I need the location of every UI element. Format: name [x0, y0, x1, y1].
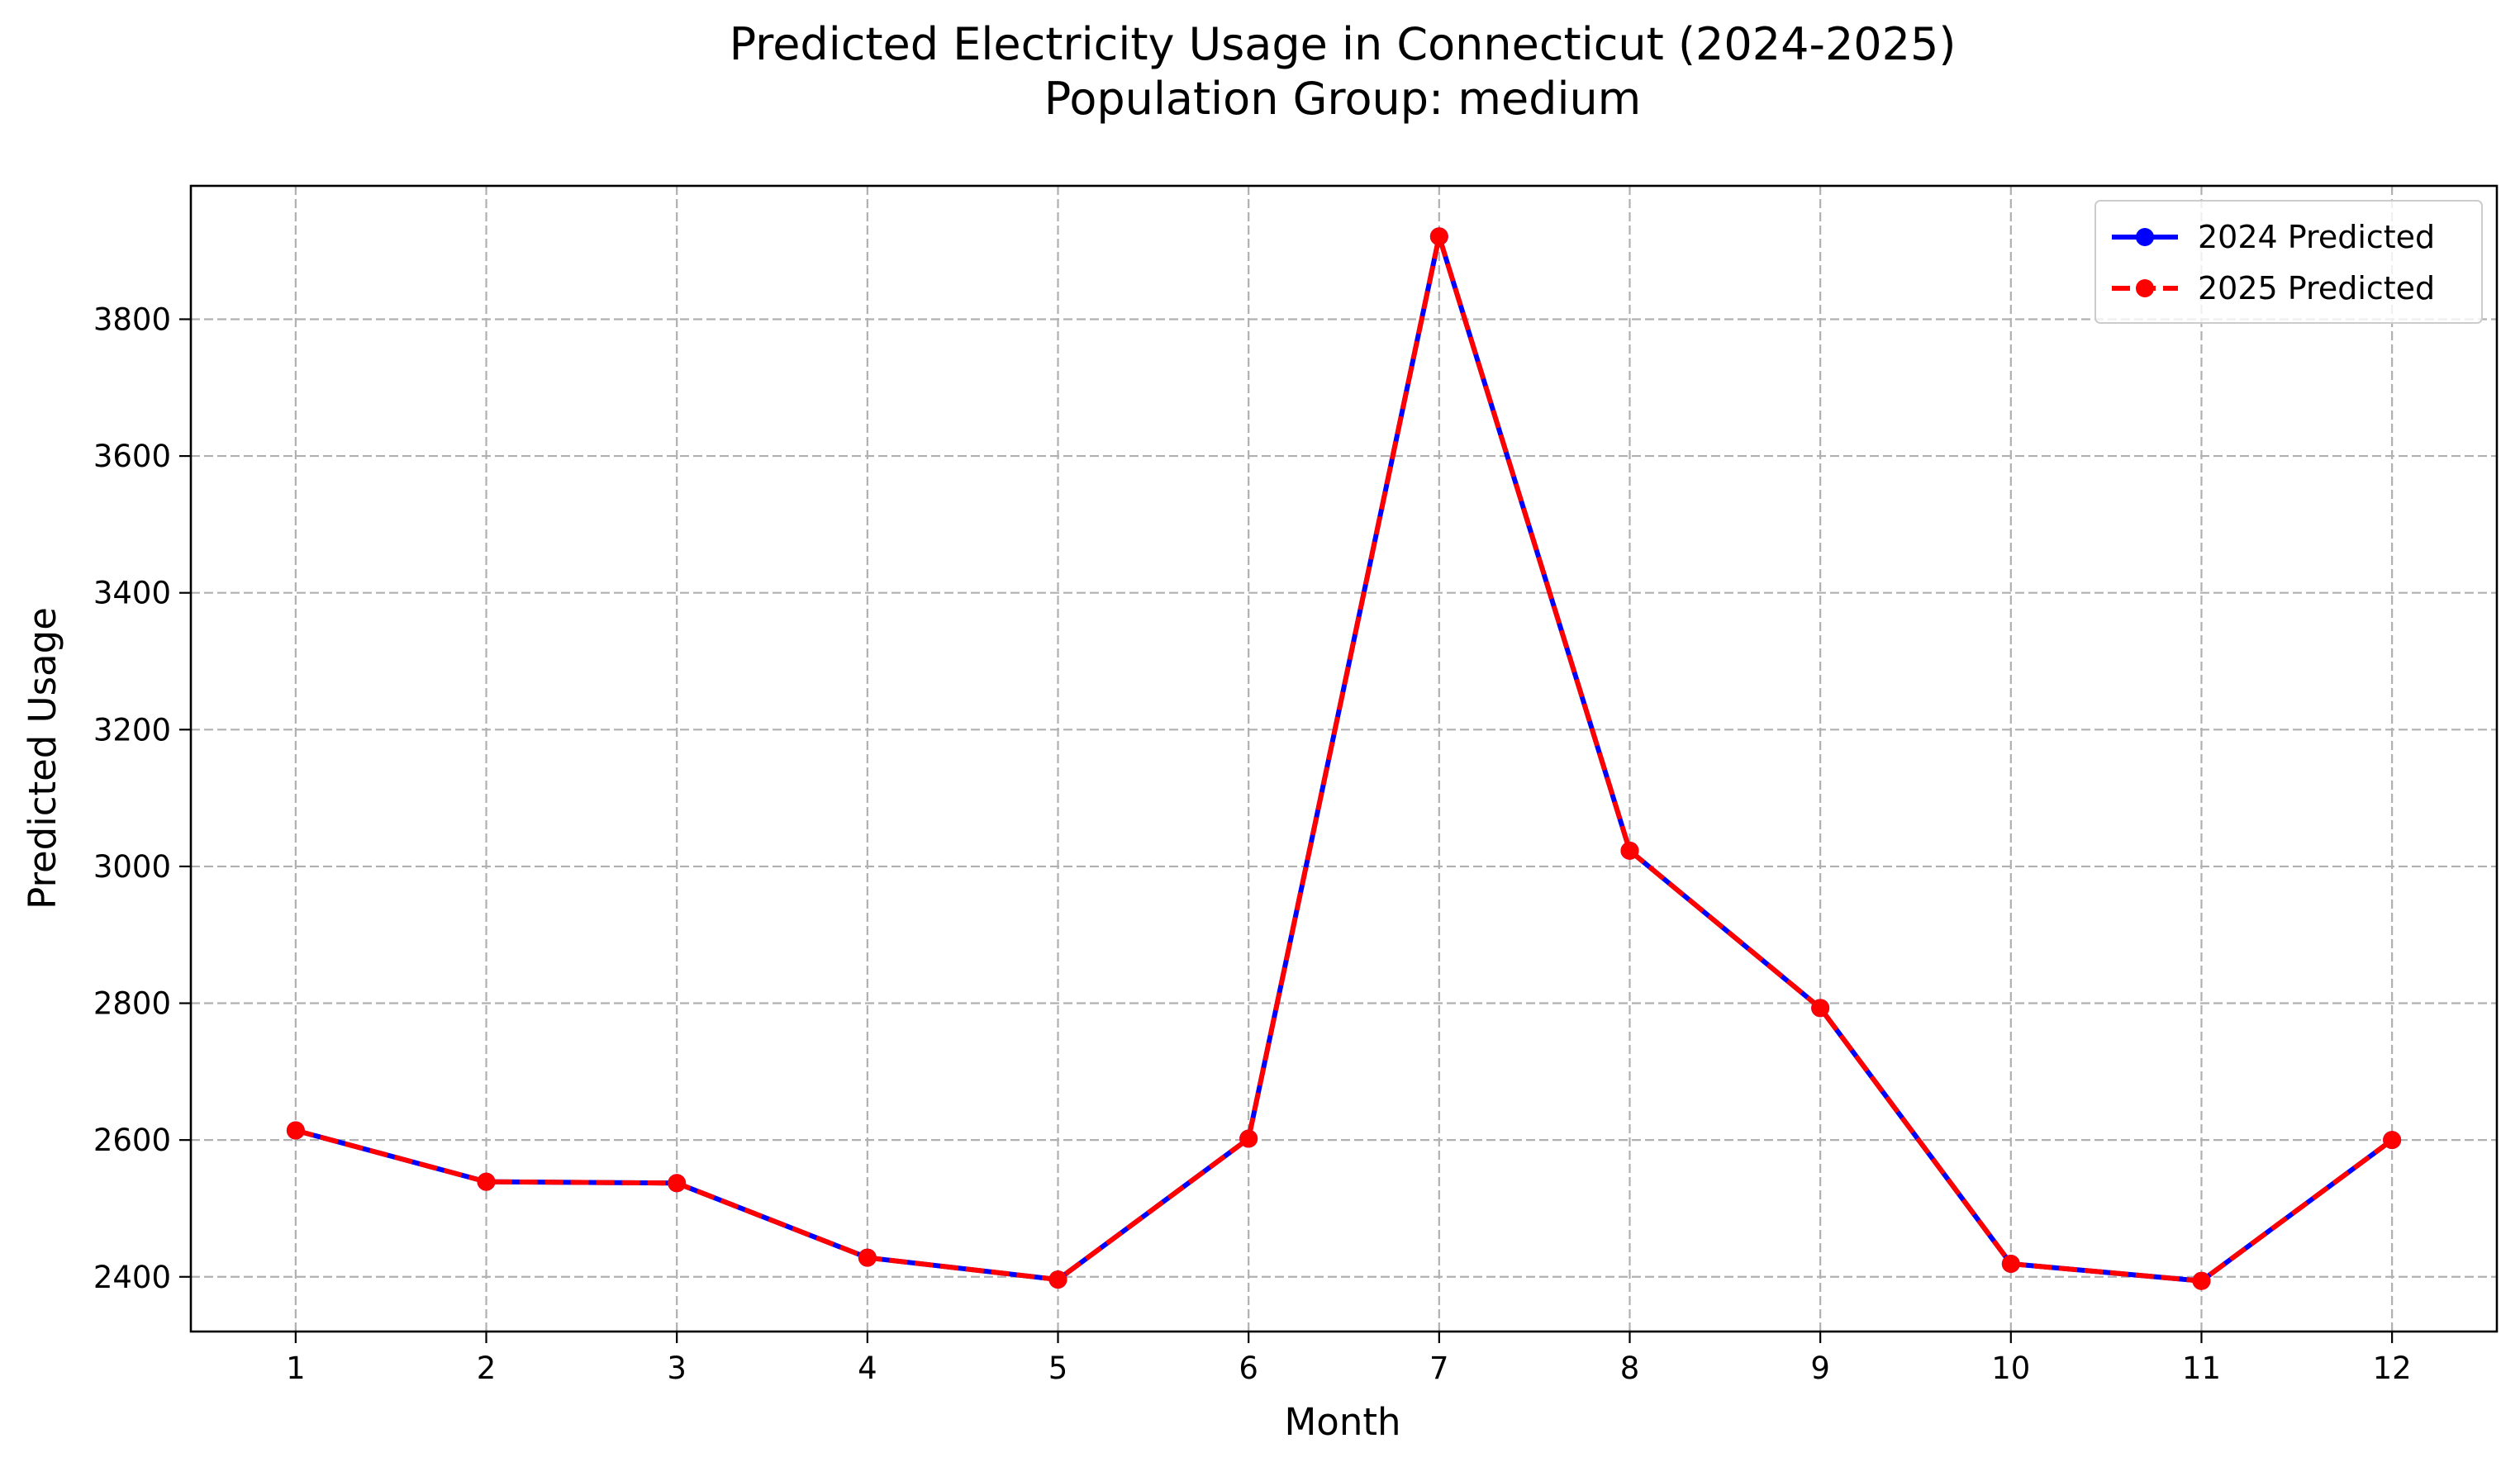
- x-tick-label: 1: [286, 1351, 306, 1386]
- x-tick-label: 12: [2373, 1351, 2412, 1386]
- data-point: [477, 1172, 496, 1191]
- y-tick-label: 3400: [93, 576, 171, 611]
- data-point: [1048, 1270, 1067, 1289]
- series-group: [286, 227, 2402, 1290]
- data-point: [1239, 1129, 1258, 1148]
- x-tick-label: 2: [477, 1351, 497, 1386]
- chart-subtitle: Population Group: medium: [1044, 73, 1642, 125]
- x-axis: 1 2 3 4 5 6 7 8 9 10 11 12: [286, 1332, 2412, 1386]
- x-tick-label: 4: [858, 1351, 877, 1386]
- x-tick-label: 6: [1239, 1351, 1258, 1386]
- x-tick-label: 11: [2182, 1351, 2221, 1386]
- y-tick-label: 2400: [93, 1260, 171, 1295]
- legend-marker: [2136, 279, 2154, 297]
- x-tick-label: 5: [1048, 1351, 1068, 1386]
- series-line: [295, 234, 2394, 1284]
- data-point: [286, 1121, 305, 1140]
- x-tick-label: 8: [1620, 1351, 1640, 1386]
- series-2: [286, 227, 2402, 1290]
- x-tick-label: 7: [1429, 1351, 1449, 1386]
- legend-marker: [2136, 228, 2154, 246]
- data-point: [1620, 841, 1639, 860]
- legend-box: [2094, 200, 2483, 324]
- legend-label: 2025 Predicted: [2198, 270, 2435, 306]
- data-point: [2192, 1271, 2211, 1290]
- data-point: [2383, 1131, 2402, 1150]
- data-point: [2001, 1255, 2020, 1274]
- data-point: [1811, 999, 1830, 1018]
- x-axis-label: Month: [1284, 1400, 1400, 1444]
- data-point: [858, 1248, 877, 1267]
- data-point: [1429, 227, 1448, 246]
- series-1: [286, 227, 2402, 1290]
- y-axis-label: Predicted Usage: [21, 607, 64, 909]
- y-tick-label: 3800: [93, 301, 171, 337]
- y-tick-label: 3600: [93, 439, 171, 474]
- y-axis: 2400 2600 2800 3000 3200 3400 3600 3800: [93, 301, 191, 1295]
- data-point: [668, 1174, 687, 1193]
- grid: [191, 186, 2497, 1332]
- y-tick-label: 3200: [93, 712, 171, 748]
- x-tick-label: 3: [667, 1351, 687, 1386]
- plot-frame: [189, 184, 2499, 1333]
- x-tick-label: 9: [1810, 1351, 1830, 1386]
- x-tick-label: 10: [1991, 1351, 2030, 1386]
- y-tick-label: 2600: [93, 1123, 171, 1158]
- y-tick-label: 3000: [93, 849, 171, 885]
- legend: 2024 Predicted 2025 Predicted: [2094, 200, 2483, 324]
- series-line: [295, 234, 2394, 1284]
- y-tick-label: 2800: [93, 986, 171, 1022]
- legend-label: 2024 Predicted: [2198, 219, 2435, 255]
- chart-title: Predicted Electricity Usage in Connectic…: [730, 18, 1957, 70]
